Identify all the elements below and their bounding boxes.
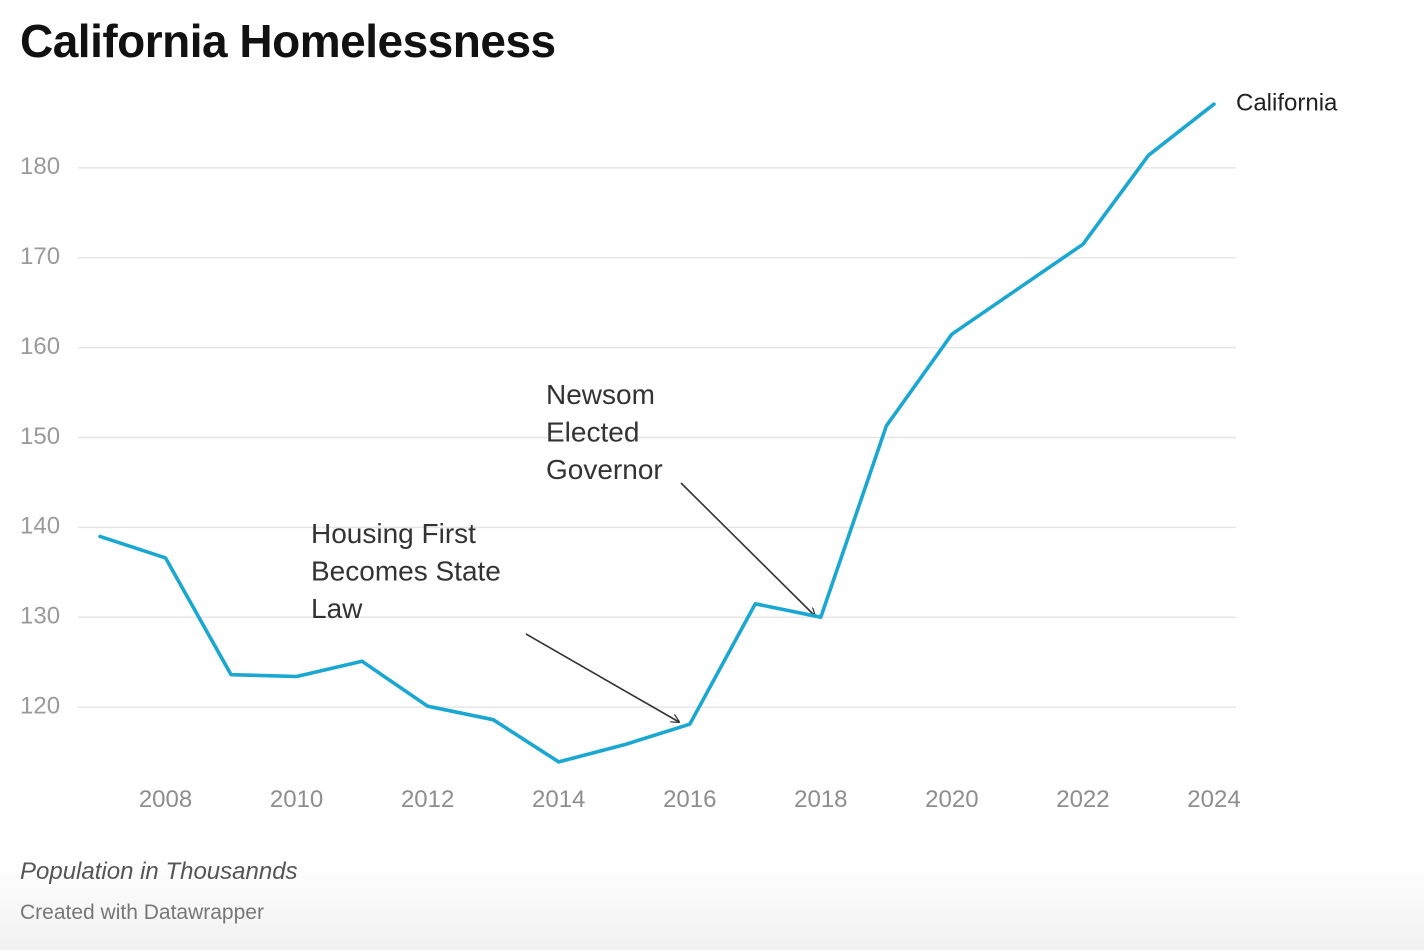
footer-background bbox=[0, 860, 1424, 950]
annotation-arrow bbox=[680, 482, 815, 616]
y-tick-label: 150 bbox=[20, 423, 60, 450]
x-tick-label: 2018 bbox=[794, 786, 847, 813]
y-axis-ticks: 120 130 140 150 160 170 180 bbox=[20, 153, 60, 719]
series-group: California bbox=[98, 89, 1338, 764]
x-tick-label: 2016 bbox=[663, 786, 716, 813]
x-tick-label: 2022 bbox=[1056, 786, 1109, 813]
x-tick-label: 2010 bbox=[270, 786, 323, 813]
y-tick-label: 120 bbox=[20, 692, 60, 719]
x-axis-ticks: 2008 2010 2012 2014 2016 2018 2020 2022 2024 bbox=[139, 786, 1241, 813]
x-tick-label: 2014 bbox=[532, 786, 585, 813]
y-tick-label: 160 bbox=[20, 333, 60, 360]
chart-credit: Created with Datawrapper bbox=[20, 901, 264, 924]
annotation-line: Becomes State bbox=[311, 556, 501, 587]
annotation-line: Elected bbox=[546, 417, 639, 448]
y-tick-label: 140 bbox=[20, 513, 60, 540]
series-line bbox=[98, 102, 1216, 764]
series-label: California bbox=[1236, 89, 1338, 116]
annotation-line: Governor bbox=[546, 454, 663, 485]
annotation-text: Newsom Elected Governor bbox=[546, 379, 663, 485]
annotation-line: Housing First bbox=[311, 518, 476, 549]
y-tick-label: 130 bbox=[20, 603, 60, 630]
annotations: Housing First Becomes State Law Newsom Elect… bbox=[311, 379, 815, 722]
y-tick-label: 180 bbox=[20, 153, 60, 180]
chart-footnote: Population in Thousannds bbox=[20, 858, 298, 885]
x-tick-label: 2012 bbox=[401, 786, 454, 813]
y-tick-label: 170 bbox=[20, 243, 60, 270]
annotation-line: Newsom bbox=[546, 379, 655, 410]
chart-title: California Homelessness bbox=[20, 15, 556, 67]
annotation-text: Housing First Becomes State Law bbox=[311, 518, 501, 624]
x-tick-label: 2024 bbox=[1187, 786, 1240, 813]
x-tick-label: 2008 bbox=[139, 786, 192, 813]
annotation-arrow bbox=[525, 633, 679, 722]
annotation-line: Law bbox=[311, 593, 363, 624]
x-tick-label: 2020 bbox=[925, 786, 978, 813]
gridlines bbox=[78, 167, 1236, 708]
